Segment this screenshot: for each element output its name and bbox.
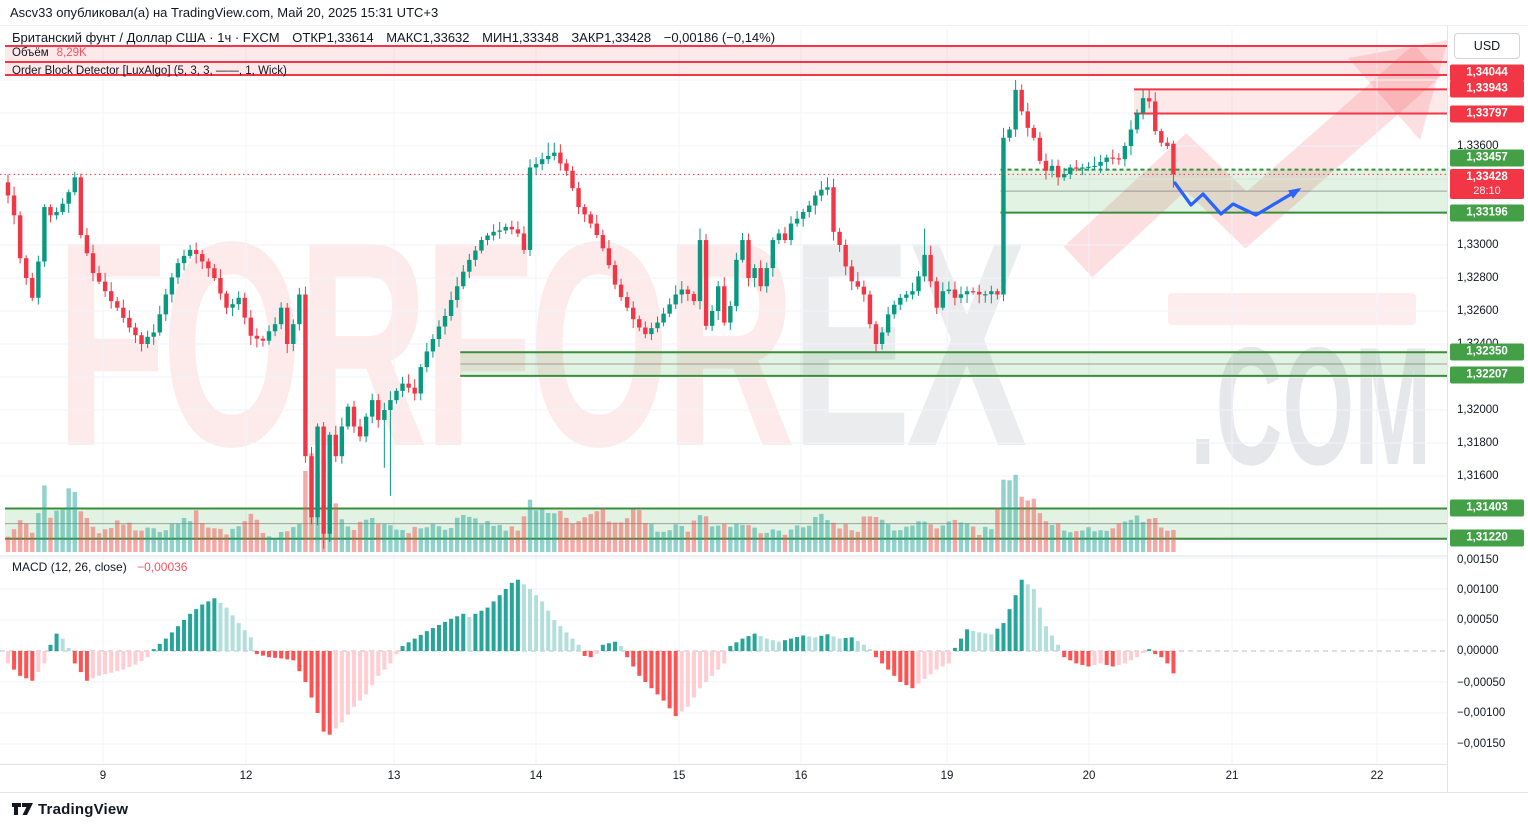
- price-scale-tick: 0,00050: [1457, 614, 1499, 626]
- price-scale-tick: −0,00050: [1457, 677, 1506, 689]
- projection-arrow[interactable]: [1173, 181, 1300, 217]
- time-axis[interactable]: 9 12 13 14 15 16 19 20 21 22: [0, 764, 1447, 793]
- tradingview-logo-icon[interactable]: [12, 801, 34, 821]
- price-level-label: 1,33428 28:10: [1450, 169, 1524, 199]
- price-level-label: 1,34044: [1450, 64, 1524, 82]
- volume-label: Объём: [12, 47, 49, 59]
- price-level-label: 1,33943: [1450, 80, 1524, 98]
- price-scale-tick: 0,00150: [1457, 554, 1499, 566]
- price-scale-tick: 1,32600: [1457, 305, 1499, 317]
- price-scale-tick: 1,32800: [1457, 272, 1499, 284]
- time-axis-tick: 20: [1082, 770, 1096, 782]
- time-axis-tick: 15: [672, 770, 686, 782]
- price-level-label: 1,33797: [1450, 105, 1524, 123]
- price-level-label: 1,31403: [1450, 499, 1524, 517]
- price-level-label: 1,32350: [1450, 343, 1524, 361]
- price-scale-tick: 1,31800: [1457, 437, 1499, 449]
- order-block-label: Order Block Detector [LuxAlgo] (5, 3, 3,…: [12, 65, 287, 77]
- share-caption: Ascv33 опубликовал(а) на TradingView.com…: [0, 0, 1528, 26]
- macd-indicator-row[interactable]: MACD (12, 26, close) −0,00036: [12, 560, 187, 574]
- ohlc-open-label: ОТКР: [292, 30, 327, 45]
- price-scale-tick: −0,00100: [1457, 707, 1506, 719]
- price-level-label: 1,33457: [1450, 149, 1524, 167]
- tradingview-brand[interactable]: TradingView: [38, 801, 129, 818]
- time-axis-tick: 19: [940, 770, 954, 782]
- footer-bar: TradingView: [0, 792, 1528, 828]
- volume-value: 8,29K: [56, 47, 87, 59]
- ohlc-high-label: МАКС: [386, 30, 423, 45]
- ohlc-close-value: 1,33428: [604, 30, 652, 45]
- price-scale-tick: 0,00000: [1457, 645, 1499, 657]
- ohlc-low-value: 1,33348: [511, 30, 559, 45]
- ohlc-close-label: ЗАКР: [571, 30, 605, 45]
- time-axis-tick: 16: [794, 770, 808, 782]
- time-axis-tick: 22: [1370, 770, 1384, 782]
- time-axis-tick: 13: [387, 770, 401, 782]
- price-scale[interactable]: USD 1,336001,330001,328001,326001,324001…: [1447, 26, 1528, 792]
- macd-value: −0,00036: [137, 560, 188, 574]
- time-axis-tick: 14: [529, 770, 543, 782]
- time-axis-tick: 9: [99, 770, 107, 782]
- volume-indicator-row[interactable]: Объём 8,29K: [12, 46, 87, 61]
- time-axis-tick: 12: [239, 770, 253, 782]
- ohlc-low-label: МИН: [482, 30, 512, 45]
- time-axis-tick: 21: [1225, 770, 1239, 782]
- price-level-label: 1,32207: [1450, 366, 1524, 384]
- macd-title: MACD: [12, 560, 48, 574]
- order-block-indicator-row[interactable]: Order Block Detector [LuxAlgo] (5, 3, 3,…: [12, 64, 287, 79]
- ohlc-open-value: 1,33614: [326, 30, 374, 45]
- symbol-legend[interactable]: Британский фунт / Доллар США · 1ч · FXCM…: [12, 30, 775, 45]
- price-scale-tick: −0,00150: [1457, 738, 1506, 750]
- price-scale-tick: 1,33000: [1457, 239, 1499, 251]
- macd-params: (12, 26, close): [50, 560, 127, 574]
- price-scale-tick: 0,00100: [1457, 584, 1499, 596]
- chart-canvas[interactable]: [0, 0, 1447, 764]
- price-level-label: 1,33196: [1450, 204, 1524, 222]
- price-scale-tick: 1,33600: [1457, 140, 1499, 152]
- symbol-title[interactable]: Британский фунт / Доллар США · 1ч · FXCM: [12, 30, 280, 45]
- ohlc-change: −0,00186 (−0,14%): [663, 30, 776, 45]
- price-scale-tick: 1,32000: [1457, 404, 1499, 416]
- ohlc-high-value: 1,33632: [422, 30, 470, 45]
- price-scale-tick: 1,31600: [1457, 470, 1499, 482]
- currency-toggle-button[interactable]: USD: [1454, 33, 1520, 59]
- price-level-label: 1,31220: [1450, 529, 1524, 547]
